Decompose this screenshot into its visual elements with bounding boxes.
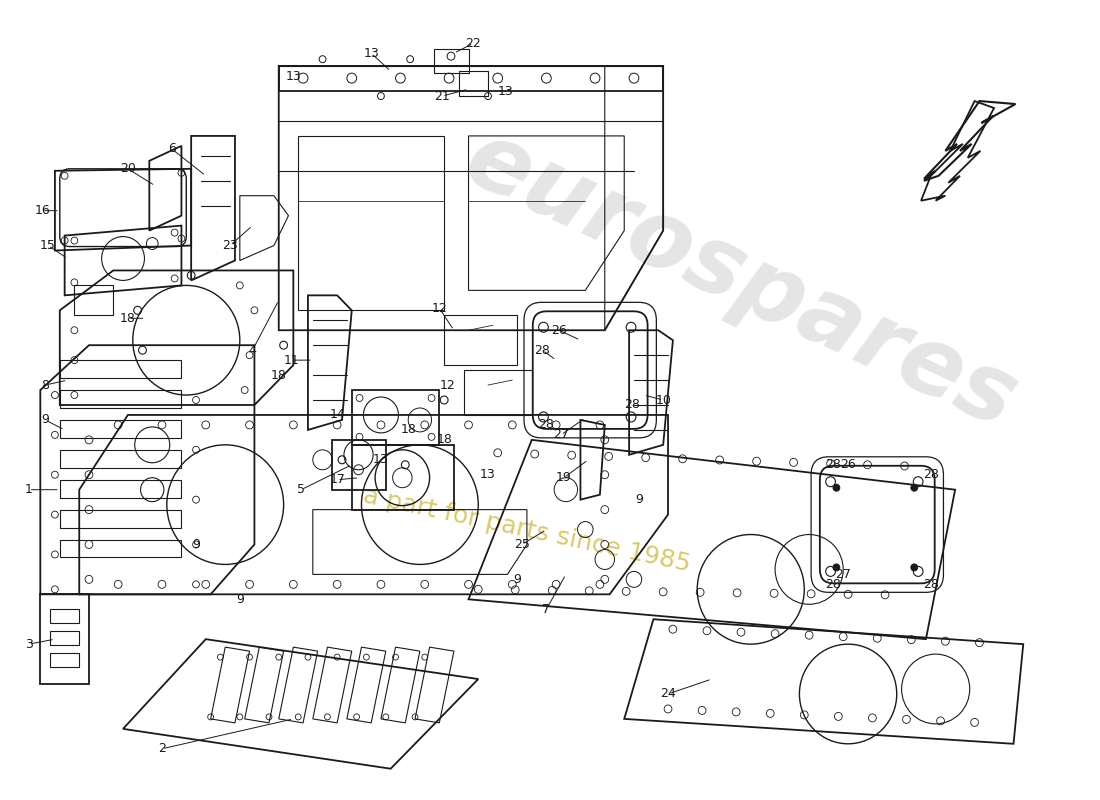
- Text: 28: 28: [535, 344, 550, 357]
- Text: 18: 18: [120, 312, 135, 325]
- Circle shape: [911, 564, 917, 571]
- Text: 23: 23: [222, 239, 238, 252]
- Text: 9: 9: [635, 493, 642, 506]
- Text: 13: 13: [480, 468, 496, 482]
- Text: 13: 13: [497, 85, 514, 98]
- Text: 21: 21: [434, 90, 450, 102]
- Text: 13: 13: [373, 454, 388, 466]
- Text: 28: 28: [825, 578, 842, 591]
- Text: 13: 13: [363, 46, 379, 60]
- Text: 17: 17: [329, 474, 345, 486]
- Text: 2: 2: [158, 742, 166, 755]
- Text: 9: 9: [235, 593, 244, 606]
- Text: 27: 27: [835, 568, 851, 581]
- Text: 12: 12: [439, 378, 455, 391]
- Text: 11: 11: [284, 354, 299, 366]
- Text: 28: 28: [624, 398, 640, 411]
- Text: 7: 7: [542, 602, 550, 616]
- Circle shape: [833, 564, 839, 571]
- Text: 28: 28: [538, 418, 554, 431]
- Text: 24: 24: [660, 687, 675, 701]
- Circle shape: [911, 484, 917, 491]
- Text: 20: 20: [120, 162, 135, 175]
- Text: 5: 5: [297, 483, 305, 496]
- Text: 25: 25: [514, 538, 530, 551]
- Text: 9: 9: [41, 414, 50, 426]
- Text: 28: 28: [923, 468, 938, 482]
- Text: 27: 27: [553, 428, 569, 442]
- Text: 22: 22: [465, 37, 482, 50]
- Text: 28: 28: [923, 578, 938, 591]
- Text: 19: 19: [556, 471, 572, 484]
- Text: 18: 18: [437, 434, 452, 446]
- Text: 10: 10: [656, 394, 671, 406]
- Text: 9: 9: [514, 573, 521, 586]
- Text: a part for parts since 1985: a part for parts since 1985: [361, 483, 693, 576]
- Text: 12: 12: [431, 302, 448, 315]
- Text: 18: 18: [400, 423, 416, 436]
- Text: 26: 26: [840, 458, 856, 471]
- Text: eurospares: eurospares: [451, 113, 1031, 448]
- Text: 15: 15: [41, 239, 56, 252]
- Text: 1: 1: [24, 483, 33, 496]
- Text: 16: 16: [34, 204, 51, 217]
- Text: 14: 14: [329, 409, 345, 422]
- Text: 26: 26: [551, 324, 566, 337]
- Text: 4: 4: [249, 344, 256, 357]
- Text: 28: 28: [825, 458, 842, 471]
- Text: 9: 9: [192, 538, 200, 551]
- Circle shape: [833, 484, 839, 491]
- Text: 8: 8: [41, 378, 50, 391]
- Text: 6: 6: [168, 142, 176, 155]
- Text: 3: 3: [24, 638, 33, 650]
- Text: 18: 18: [271, 369, 287, 382]
- Text: 13: 13: [286, 70, 301, 82]
